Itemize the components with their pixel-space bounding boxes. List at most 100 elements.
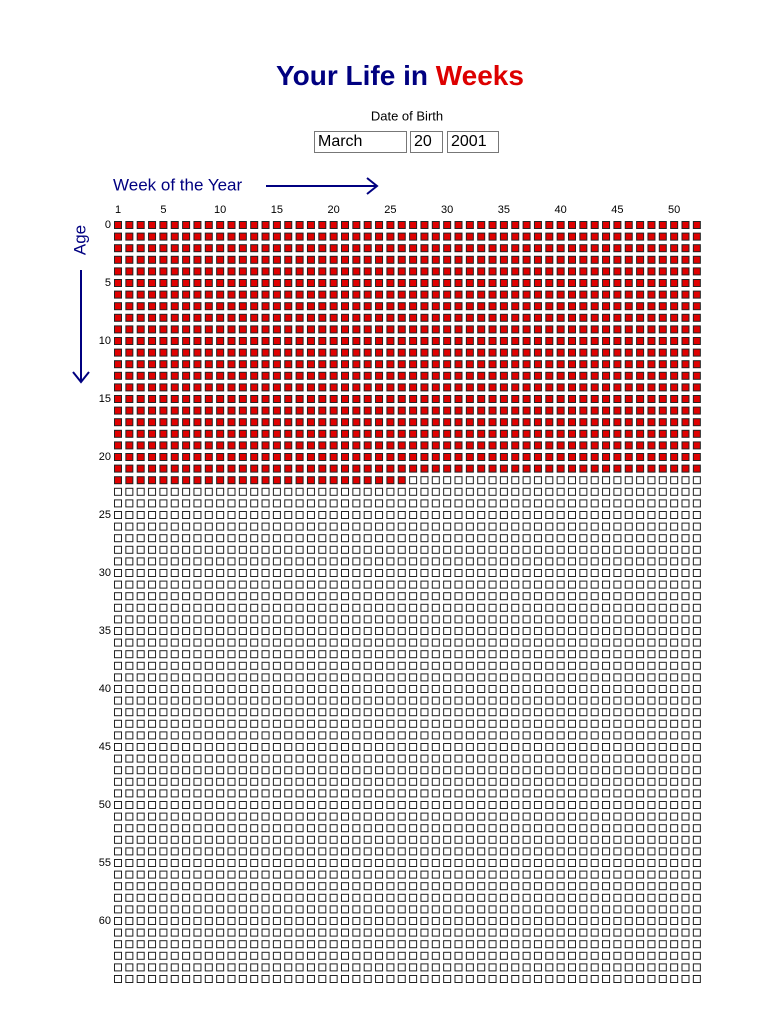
- future-week: [341, 777, 349, 786]
- future-week: [284, 487, 293, 496]
- future-week: [159, 511, 168, 519]
- future-week: [216, 870, 225, 879]
- lived-week: [375, 464, 384, 473]
- future-week: [125, 975, 134, 983]
- future-week: [216, 545, 225, 554]
- lived-week: [658, 360, 667, 369]
- lived-week: [443, 371, 452, 380]
- lived-week: [488, 313, 497, 322]
- future-week: [590, 940, 599, 949]
- lived-week: [261, 221, 270, 229]
- future-week: [159, 534, 168, 543]
- lived-week: [318, 348, 327, 357]
- future-week: [454, 859, 463, 867]
- future-week: [465, 951, 474, 960]
- future-week: [227, 673, 236, 682]
- year-input[interactable]: [447, 131, 499, 153]
- future-week: [170, 882, 179, 891]
- future-week: [386, 603, 395, 612]
- future-week: [613, 905, 622, 914]
- lived-week: [375, 476, 384, 485]
- future-week: [499, 673, 508, 682]
- future-week: [318, 754, 327, 763]
- future-week: [306, 685, 315, 693]
- lived-week: [182, 221, 191, 229]
- future-week: [125, 603, 134, 612]
- lived-week: [568, 371, 576, 380]
- lived-week: [511, 406, 520, 415]
- lived-week: [363, 418, 372, 427]
- future-week: [250, 882, 259, 891]
- future-week: [681, 569, 690, 577]
- future-week: [170, 638, 179, 647]
- lived-week: [159, 371, 168, 380]
- future-week: [329, 905, 338, 914]
- future-week: [568, 893, 576, 902]
- future-week: [658, 592, 667, 601]
- lived-week: [329, 476, 338, 485]
- lived-week: [318, 371, 327, 380]
- future-week: [170, 499, 179, 508]
- lived-week: [204, 232, 213, 241]
- future-week: [114, 719, 122, 728]
- future-week: [341, 754, 349, 763]
- lived-week: [375, 313, 384, 322]
- lived-week: [341, 348, 349, 357]
- lived-week: [148, 337, 157, 345]
- week-tick-label: 1: [115, 204, 121, 216]
- month-input[interactable]: [314, 131, 407, 153]
- lived-week: [499, 279, 508, 287]
- future-week: [556, 592, 565, 601]
- lived-week: [295, 302, 304, 311]
- future-week: [341, 801, 349, 809]
- future-week: [363, 545, 372, 554]
- future-week: [658, 685, 667, 693]
- lived-week: [216, 337, 225, 345]
- day-input[interactable]: [410, 131, 443, 153]
- future-week: [431, 673, 440, 682]
- future-week: [465, 835, 474, 844]
- future-week: [431, 731, 440, 740]
- future-week: [261, 661, 270, 670]
- future-week: [114, 615, 122, 624]
- future-week: [647, 940, 656, 949]
- future-week: [443, 905, 452, 914]
- lived-week: [465, 279, 474, 287]
- lived-week: [284, 244, 293, 253]
- future-week: [465, 511, 474, 519]
- future-week: [465, 696, 474, 705]
- future-week: [568, 870, 576, 879]
- title: Your Life in Weeks: [276, 60, 524, 91]
- future-week: [170, 940, 179, 949]
- lived-week: [114, 360, 122, 369]
- future-week: [227, 627, 236, 635]
- lived-week: [318, 313, 327, 322]
- lived-week: [465, 406, 474, 415]
- future-week: [409, 731, 418, 740]
- lived-week: [409, 360, 418, 369]
- lived-week: [216, 406, 225, 415]
- future-week: [624, 487, 633, 496]
- future-week: [590, 685, 599, 693]
- future-week: [692, 685, 701, 693]
- future-week: [624, 511, 633, 519]
- lived-week: [681, 418, 690, 427]
- future-week: [193, 650, 202, 659]
- lived-week: [375, 406, 384, 415]
- lived-week: [250, 360, 259, 369]
- future-week: [352, 975, 361, 983]
- future-week: [465, 905, 474, 914]
- future-week: [397, 847, 406, 856]
- future-week: [420, 801, 429, 809]
- future-week: [692, 569, 701, 577]
- future-week: [624, 627, 633, 635]
- lived-week: [216, 360, 225, 369]
- future-week: [465, 545, 474, 554]
- lived-week: [216, 453, 225, 461]
- lived-week: [318, 383, 327, 392]
- lived-week: [193, 360, 202, 369]
- future-week: [465, 685, 474, 693]
- future-week: [647, 603, 656, 612]
- future-week: [159, 650, 168, 659]
- future-week: [284, 893, 293, 902]
